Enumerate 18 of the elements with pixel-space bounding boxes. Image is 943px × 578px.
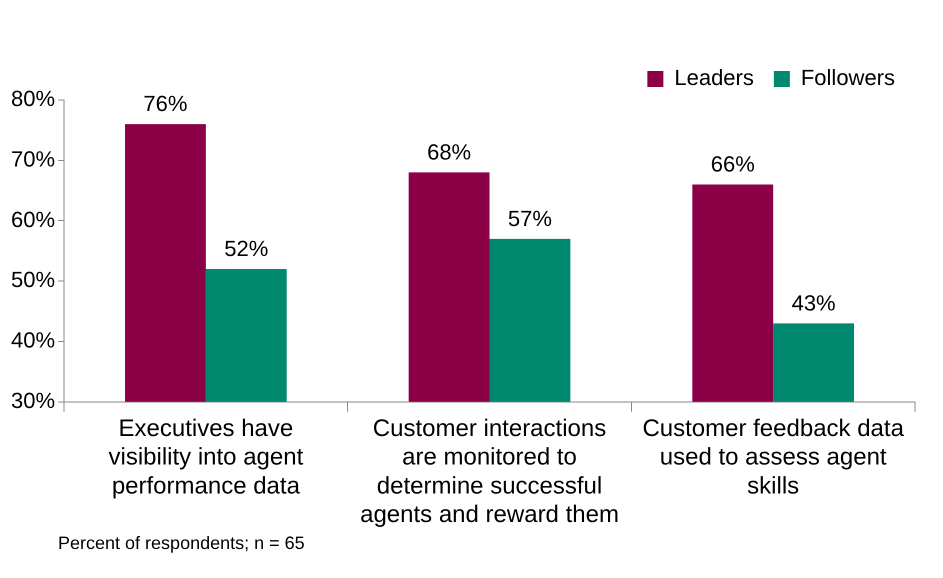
legend-label: Followers (800, 65, 896, 90)
x-tick-label: Customer feedback data used to assess agent skills (642, 414, 905, 500)
text: 52% (224, 236, 268, 262)
y-tick-label: 30% (10, 388, 56, 413)
text: 68% (427, 139, 472, 164)
x-tick-label: Customer interactions are monitored to determine successful agents and reward them (360, 414, 619, 528)
text: 76% (143, 91, 188, 116)
y-tick-label: 80% (10, 86, 56, 112)
text: 66% (710, 152, 755, 177)
text: 43% (792, 290, 836, 316)
legend-label: Leaders (674, 65, 754, 90)
y-tick-label: 50% (10, 267, 56, 292)
text: 57% (508, 206, 552, 231)
y-tick-label: 60% (10, 206, 56, 232)
x-tick-label: Executives have visibility into agent performance data (108, 414, 304, 500)
text: Percent of respondents; n = 65 (58, 533, 306, 554)
y-tick-label: 40% (10, 328, 56, 353)
y-tick-label: 70% (10, 146, 56, 172)
